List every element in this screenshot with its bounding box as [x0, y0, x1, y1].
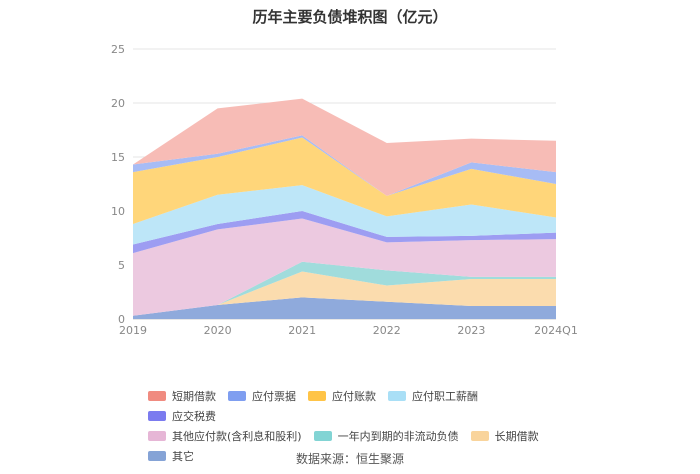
- legend-label: 其它: [172, 450, 194, 463]
- legend-label: 长期借款: [494, 430, 539, 443]
- legend-swatch: [148, 431, 166, 441]
- y-tick-label: 15: [111, 151, 125, 164]
- x-tick-label: 2024Q1: [534, 324, 578, 337]
- legend-label: 应付票据: [252, 390, 296, 403]
- y-tick-label: 5: [118, 259, 125, 272]
- y-tick-label: 25: [111, 43, 125, 56]
- legend-label: 其他应付款(含利息和股利): [172, 430, 302, 443]
- legend-swatch: [313, 431, 332, 441]
- legend-label: 应付职工薪酬: [412, 390, 478, 403]
- legend-item[interactable]: 应付职工薪酬: [388, 386, 478, 406]
- legend-swatch: [148, 391, 166, 401]
- legend-swatch: [470, 431, 489, 441]
- area-应付职工薪酬: [133, 185, 556, 245]
- axes: 0 5 10 15 20 25 2019 2020 2021 2022 2023 2024Q1: [111, 43, 578, 337]
- legend-item[interactable]: 应付票据: [228, 386, 296, 406]
- legend-swatch: [148, 411, 166, 421]
- legend-label: 应付账款: [332, 390, 376, 403]
- legend-item[interactable]: 应交税费: [148, 406, 216, 426]
- y-tick-label: 10: [111, 205, 125, 218]
- x-tick-label: 2020: [204, 324, 232, 337]
- legend-row: 其他应付款(含利息和股利) 一年内到期的非流动负债 长期借款其它: [148, 426, 568, 466]
- area-应付账款: [133, 137, 556, 224]
- stacked-area-chart: 0 5 10 15 20 25 2019 2020 2021 2022 2023 2024Q1: [111, 43, 578, 337]
- x-tick-label: 2022: [373, 324, 401, 337]
- legend-item[interactable]: 其他应付款(含利息和股利): [148, 426, 302, 446]
- legend: 短期借款 应付票据 应付账款 应付职工薪酬应交税费其他应付款(含利息和股利) 一年内到期…: [148, 386, 568, 466]
- area-长期借款: [133, 271, 556, 316]
- legend-label: 应交税费: [172, 410, 216, 423]
- legend-item[interactable]: 一年内到期的非流动负债: [313, 426, 459, 446]
- y-tick-label: 20: [111, 97, 125, 110]
- x-tick-label: 2023: [457, 324, 485, 337]
- legend-item[interactable]: 短期借款: [148, 386, 216, 406]
- legend-swatch: [148, 451, 166, 461]
- x-tick-label: 2021: [288, 324, 316, 337]
- area-series: [133, 98, 556, 319]
- legend-row: 短期借款 应付票据 应付账款 应付职工薪酬应交税费: [148, 386, 568, 426]
- legend-label: 短期借款: [172, 390, 216, 403]
- chart-title: 历年主要负债堆积图（亿元）: [252, 8, 448, 26]
- legend-label: 一年内到期的非流动负债: [337, 430, 459, 443]
- legend-item[interactable]: 其它: [148, 446, 194, 466]
- x-tick-label: 2019: [119, 324, 147, 337]
- legend-swatch: [308, 391, 326, 401]
- data-source: 数据来源：恒生聚源: [295, 452, 404, 466]
- area-一年内到期的非流动负债: [133, 261, 556, 316]
- legend-item[interactable]: 长期借款: [470, 426, 539, 446]
- area-短期借款: [133, 98, 556, 196]
- area-其他应付款(含利息和股利): [133, 218, 556, 316]
- y-tick-label: 0: [118, 313, 125, 326]
- area-应交税费: [133, 211, 556, 254]
- area-其它: [133, 297, 556, 319]
- legend-item[interactable]: 应付账款: [308, 386, 376, 406]
- legend-swatch: [388, 391, 406, 401]
- legend-swatch: [228, 391, 246, 401]
